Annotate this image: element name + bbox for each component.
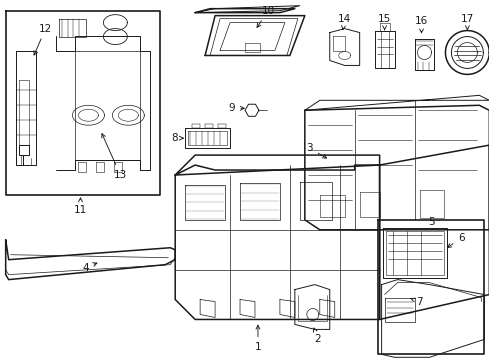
Text: 4: 4 xyxy=(82,263,97,273)
Text: 10: 10 xyxy=(257,6,274,27)
Text: 11: 11 xyxy=(74,198,87,215)
Text: 14: 14 xyxy=(338,14,351,30)
Text: 8: 8 xyxy=(171,133,183,143)
Text: 13: 13 xyxy=(102,134,127,180)
Text: 17: 17 xyxy=(461,14,474,30)
Text: 9: 9 xyxy=(229,103,244,113)
Text: 15: 15 xyxy=(378,14,391,30)
Text: 7: 7 xyxy=(411,297,423,306)
Text: 1: 1 xyxy=(255,325,261,352)
Text: 5: 5 xyxy=(428,217,435,227)
Text: 3: 3 xyxy=(307,143,326,158)
Text: 16: 16 xyxy=(415,15,428,33)
Text: 6: 6 xyxy=(447,233,465,248)
Text: 12: 12 xyxy=(34,24,52,55)
Text: 2: 2 xyxy=(314,328,321,345)
